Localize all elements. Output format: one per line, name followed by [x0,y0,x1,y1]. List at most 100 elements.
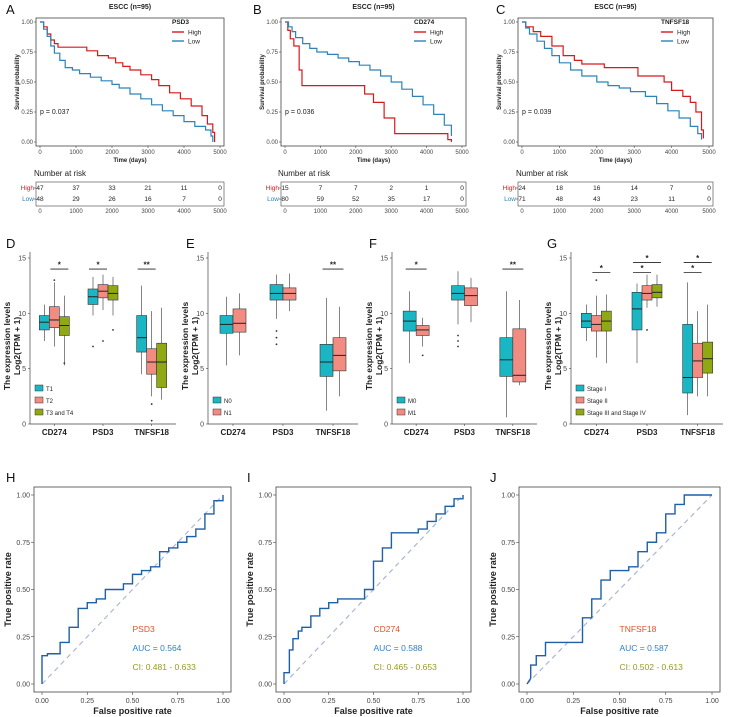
y-tick-label: 0.00 [501,682,515,689]
roc-curve [41,495,224,684]
box-tnfsf18-group3 [702,341,713,374]
risk-value: 48 [36,196,44,203]
risk-value: 80 [281,196,289,203]
risk-time-label: 5000 [702,209,716,215]
box-psd3-group1 [631,292,643,331]
roc-gene-label: TNFSF18 [620,624,657,634]
risk-value: 0 [707,185,711,192]
risk-value: 7 [182,196,186,203]
legend-label-2: M1 [408,411,417,417]
roc-ci-label: CI: 0.481 - 0.633 [133,662,197,672]
risk-time-label: 2000 [349,209,363,215]
risk-value: 48 [556,196,564,203]
risk-value: 35 [388,196,396,203]
roc-auc-label: AUC = 0.588 [374,643,423,653]
roc-ci-label: CI: 0.465 - 0.653 [374,662,438,672]
x-tick-label: 0.50 [126,698,140,705]
box-panel-G: 0 5 10 15 The expression levels Log2(TPM + 1)… [543,252,723,437]
x-tick-label: 0.00 [520,698,534,705]
risk-value: 21 [144,185,152,192]
panel-letter-F: F [369,236,377,251]
y-tick-label: 0 [384,422,388,429]
x-tick-label: 4000 [177,150,191,156]
reference-diagonal [526,494,713,685]
y-tick-label: 0.00 [21,140,33,146]
category-label-cd274: CD274 [584,428,609,437]
y-tick-label: 0.50 [16,587,30,594]
risk-group-label-high: High [503,185,517,192]
y-tick-label: 0.75 [258,540,272,547]
y-axis-label-line1: The expression levels [364,302,374,391]
x-tick-label: 0.25 [80,698,94,705]
risk-time-label: 1000 [553,209,567,215]
legend-label-2: T2 [46,399,54,405]
risk-value: 14 [631,185,639,192]
risk-time-label: 4000 [420,209,434,215]
legend-label-3: Stage III and Stage IV [587,411,646,417]
risk-time-label: 3000 [385,209,399,215]
category-label-cd274: CD274 [404,428,429,437]
y-axis-label-line1: The expression levels [2,302,12,391]
x-axis-label: False positive rate [93,706,172,716]
legend-label-1: N0 [224,399,232,405]
risk-table-frame [35,181,225,207]
y-axis-label-line2: Log2(TPM + 1) [12,317,22,375]
y-tick-label: 0 [563,422,567,429]
legend-label-2: N1 [224,411,232,417]
p-value: p = 0.037 [40,109,69,116]
risk-value: 16 [593,185,601,192]
box-tnfsf18-group2 [692,342,703,378]
risk-value: 17 [423,196,431,203]
x-tick-label: 1.00 [705,698,719,705]
x-axis-label: Time (days) [113,158,146,164]
outlier-point [421,354,424,357]
y-tick-label: 10 [380,311,388,318]
survival-curve-low [40,21,214,142]
y-tick-label: 0 [22,422,26,429]
y-tick-label: 0.25 [16,634,30,641]
risk-value: 0 [707,196,711,203]
y-tick-label: 0.50 [501,587,515,594]
y-tick-label: 1.00 [258,493,272,500]
x-tick-label: 2000 [105,150,119,156]
x-tick-label: 2000 [590,150,604,156]
y-tick-label: 10 [18,311,26,318]
category-label-psd3: PSD3 [454,428,475,437]
y-tick-label: 15 [380,256,388,263]
panel-letter-B: B [253,2,262,17]
x-tick-label: 1000 [553,150,567,156]
box-tnfsf18-group2 [332,337,347,372]
outlier-point [150,419,153,422]
risk-value: 47 [36,185,44,192]
category-label-psd3: PSD3 [273,428,294,437]
x-tick-label: 2000 [349,150,363,156]
risk-group-label-low: Low [504,196,516,203]
y-axis-label: True positive rate [245,552,255,627]
x-tick-label: 0.50 [367,698,381,705]
legend-label-high: High [677,30,691,37]
risk-value: 43 [593,196,601,203]
x-tick-label: 3000 [385,150,399,156]
box-tnfsf18-group2 [512,328,527,383]
y-tick-label: 0.25 [266,110,278,116]
panel-letter-A: A [6,2,15,17]
roc-gene-label: CD274 [374,624,401,634]
y-tick-label: 0.50 [21,80,33,86]
y-tick-label: 10 [559,311,567,318]
risk-value: 0 [218,196,222,203]
category-label-tnfsf18: TNFSF18 [134,428,169,437]
risk-value: 52 [352,196,360,203]
panel-letter-I: I [247,470,251,485]
km-title: ESCC (n=95) [594,4,636,11]
box-tnfsf18-group2 [146,348,157,375]
y-tick-label: 15 [559,256,567,263]
survival-curve-high [285,21,452,142]
plot-frame [280,17,467,147]
box-cd274-group3 [59,316,70,336]
roc-gene-label: PSD3 [133,624,155,634]
x-tick-label: 3000 [141,150,155,156]
box-cd274-group2 [232,308,247,333]
survival-curve-low [522,21,703,140]
risk-table-title: Number at risk [516,169,569,178]
x-tick-label: 1.00 [216,698,230,705]
